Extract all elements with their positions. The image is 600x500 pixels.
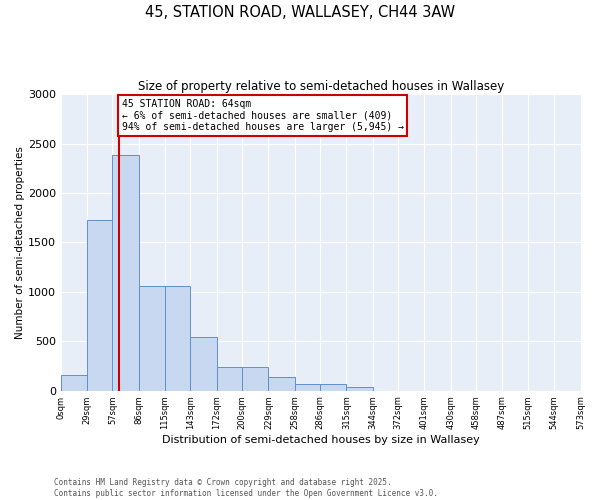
Bar	[165, 286, 190, 391]
Y-axis label: Number of semi-detached properties: Number of semi-detached properties	[15, 146, 25, 339]
Bar	[346, 387, 373, 390]
Bar	[87, 220, 112, 390]
Title: Size of property relative to semi-detached houses in Wallasey: Size of property relative to semi-detach…	[137, 80, 504, 93]
Bar	[295, 384, 320, 390]
Bar	[139, 286, 165, 391]
Bar	[242, 367, 268, 390]
Bar	[320, 384, 346, 390]
Bar	[61, 376, 87, 390]
Text: Contains HM Land Registry data © Crown copyright and database right 2025.
Contai: Contains HM Land Registry data © Crown c…	[54, 478, 438, 498]
Text: 45 STATION ROAD: 64sqm
← 6% of semi-detached houses are smaller (409)
94% of sem: 45 STATION ROAD: 64sqm ← 6% of semi-deta…	[122, 99, 404, 132]
Bar	[268, 378, 295, 390]
X-axis label: Distribution of semi-detached houses by size in Wallasey: Distribution of semi-detached houses by …	[162, 435, 479, 445]
Bar	[190, 338, 217, 390]
Text: 45, STATION ROAD, WALLASEY, CH44 3AW: 45, STATION ROAD, WALLASEY, CH44 3AW	[145, 5, 455, 20]
Bar	[217, 367, 242, 390]
Bar	[112, 156, 139, 390]
